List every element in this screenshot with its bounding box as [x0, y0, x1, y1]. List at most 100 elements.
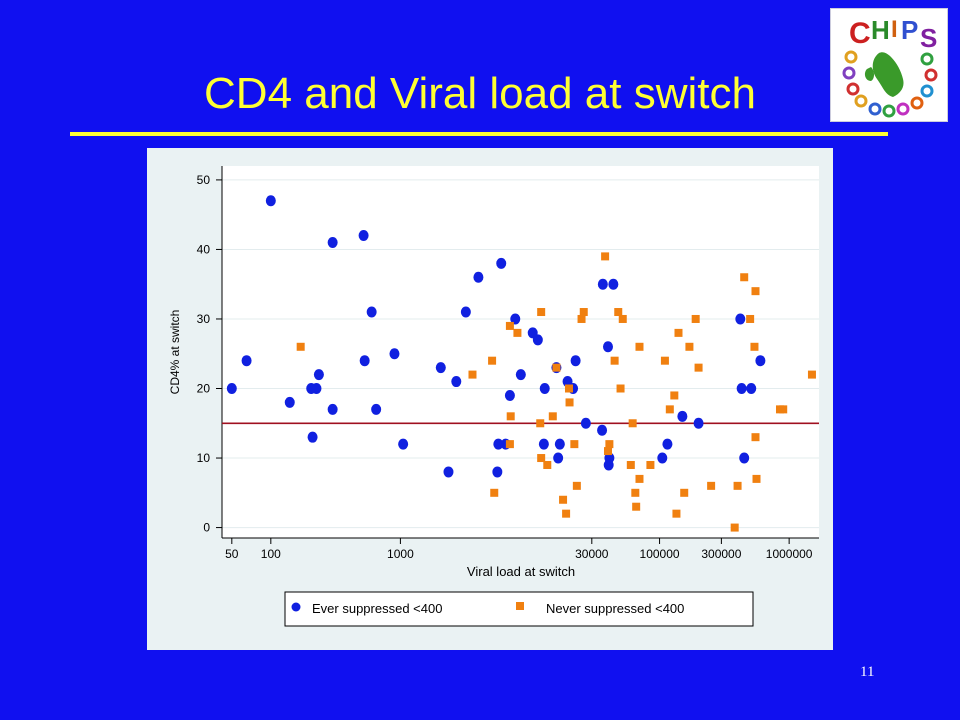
- point-never-suppressed: [751, 433, 760, 442]
- point-never-suppressed: [601, 252, 610, 261]
- y-axis-ticks: 0 10 20 30 40 50: [197, 173, 222, 535]
- point-never-suppressed: [537, 308, 546, 317]
- legend: Ever suppressed <400 Never suppressed <4…: [284, 591, 754, 627]
- point-ever-suppressed: [327, 403, 338, 415]
- svg-text:H: H: [871, 15, 890, 45]
- point-never-suppressed: [685, 342, 694, 351]
- point-ever-suppressed: [358, 230, 369, 242]
- point-never-suppressed: [746, 314, 755, 323]
- point-never-suppressed: [646, 460, 655, 469]
- point-never-suppressed: [614, 308, 623, 317]
- point-never-suppressed: [565, 398, 574, 407]
- point-never-suppressed: [733, 481, 742, 490]
- point-ever-suppressed: [226, 383, 237, 395]
- point-ever-suppressed: [553, 452, 564, 464]
- point-ever-suppressed: [677, 410, 688, 422]
- y-axis-label: CD4% at switch: [168, 310, 182, 395]
- point-never-suppressed: [562, 509, 571, 518]
- point-ever-suppressed: [597, 278, 608, 290]
- point-never-suppressed: [660, 356, 669, 365]
- x-tick-label: 30000: [575, 547, 609, 561]
- point-ever-suppressed: [451, 376, 462, 388]
- point-ever-suppressed: [460, 306, 471, 318]
- x-tick-label: 1000000: [766, 547, 813, 561]
- point-ever-suppressed: [371, 403, 382, 415]
- x-tick-label: 1000: [387, 547, 414, 561]
- point-never-suppressed: [730, 523, 739, 532]
- data-points: [226, 195, 816, 532]
- point-never-suppressed: [626, 460, 635, 469]
- point-never-suppressed: [632, 502, 641, 511]
- point-never-suppressed: [751, 287, 760, 296]
- point-never-suppressed: [631, 488, 640, 497]
- point-never-suppressed: [779, 405, 788, 414]
- point-ever-suppressed: [307, 431, 318, 443]
- point-never-suppressed: [552, 363, 561, 372]
- point-never-suppressed: [618, 314, 627, 323]
- legend-label-never: Never suppressed <400: [546, 601, 684, 616]
- point-never-suppressed: [628, 419, 637, 428]
- x-axis-label: Viral load at switch: [467, 564, 575, 579]
- point-ever-suppressed: [311, 383, 322, 395]
- point-ever-suppressed: [389, 348, 400, 360]
- x-tick-label: 300000: [701, 547, 741, 561]
- point-never-suppressed: [680, 488, 689, 497]
- point-never-suppressed: [488, 356, 497, 365]
- plot-area: [222, 166, 819, 538]
- point-ever-suppressed: [746, 383, 757, 395]
- point-never-suppressed: [577, 314, 586, 323]
- point-never-suppressed: [468, 370, 477, 379]
- point-never-suppressed: [559, 495, 568, 504]
- point-never-suppressed: [570, 440, 579, 449]
- point-ever-suppressed: [580, 417, 591, 429]
- point-ever-suppressed: [662, 438, 673, 450]
- chips-logo-graphic: C H I P S: [842, 15, 938, 118]
- point-never-suppressed: [543, 460, 552, 469]
- point-ever-suppressed: [443, 466, 454, 478]
- point-never-suppressed: [505, 321, 514, 330]
- svg-text:S: S: [920, 23, 937, 53]
- svg-text:C: C: [849, 17, 871, 50]
- point-never-suppressed: [506, 412, 515, 421]
- point-ever-suppressed: [554, 438, 565, 450]
- legend-label-ever: Ever suppressed <400: [312, 601, 442, 616]
- point-never-suppressed: [296, 342, 305, 351]
- point-never-suppressed: [537, 454, 546, 463]
- point-never-suppressed: [610, 356, 619, 365]
- point-ever-suppressed: [739, 452, 750, 464]
- point-never-suppressed: [548, 412, 557, 421]
- point-ever-suppressed: [597, 424, 608, 436]
- point-never-suppressed: [674, 328, 683, 337]
- point-never-suppressed: [740, 273, 749, 282]
- point-never-suppressed: [750, 342, 759, 351]
- point-never-suppressed: [707, 481, 716, 490]
- point-never-suppressed: [536, 419, 545, 428]
- point-ever-suppressed: [398, 438, 409, 450]
- point-ever-suppressed: [435, 362, 446, 374]
- y-tick-label: 50: [197, 173, 211, 187]
- point-ever-suppressed: [532, 334, 543, 346]
- y-tick-label: 30: [197, 312, 211, 326]
- point-ever-suppressed: [755, 355, 766, 367]
- point-ever-suppressed: [284, 396, 295, 408]
- point-ever-suppressed: [736, 383, 747, 395]
- point-ever-suppressed: [504, 389, 515, 401]
- point-never-suppressed: [490, 488, 499, 497]
- point-never-suppressed: [691, 314, 700, 323]
- point-ever-suppressed: [538, 438, 549, 450]
- point-ever-suppressed: [241, 355, 252, 367]
- point-ever-suppressed: [473, 271, 484, 283]
- point-ever-suppressed: [492, 466, 503, 478]
- y-tick-label: 10: [197, 451, 211, 465]
- point-ever-suppressed: [359, 355, 370, 367]
- point-ever-suppressed: [657, 452, 668, 464]
- point-ever-suppressed: [366, 306, 377, 318]
- point-ever-suppressed: [496, 257, 507, 269]
- point-ever-suppressed: [602, 341, 613, 353]
- x-tick-label: 100: [261, 547, 281, 561]
- svg-text:P: P: [901, 15, 918, 45]
- point-never-suppressed: [616, 384, 625, 393]
- point-ever-suppressed: [327, 236, 338, 248]
- point-never-suppressed: [672, 509, 681, 518]
- point-ever-suppressed: [313, 369, 324, 381]
